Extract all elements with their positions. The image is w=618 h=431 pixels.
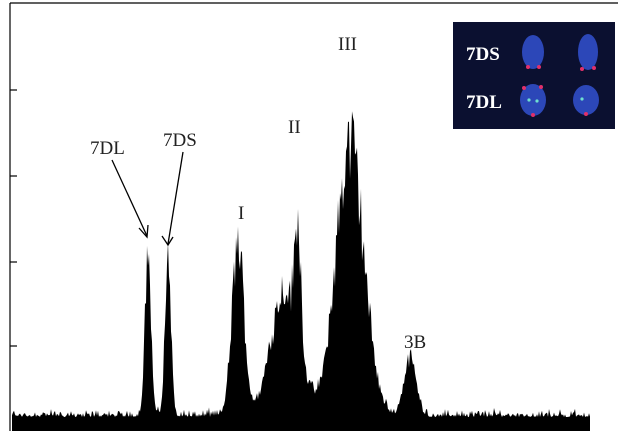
arrows (112, 152, 183, 245)
peak-label: II (288, 117, 301, 138)
peak-label: III (338, 34, 357, 55)
histogram (12, 111, 590, 431)
peak-label: 7DS (163, 130, 197, 151)
inset-label: 7DL (466, 92, 502, 113)
peak-label: I (238, 203, 244, 224)
inset-label: 7DS (466, 44, 500, 65)
flow-karyotype: 7DL 7DS I II III 3B 7DS 7DL (0, 0, 618, 431)
peak-label: 7DL (90, 138, 125, 159)
inset: 7DS 7DL (453, 22, 615, 129)
peak-label: 3B (404, 332, 426, 353)
